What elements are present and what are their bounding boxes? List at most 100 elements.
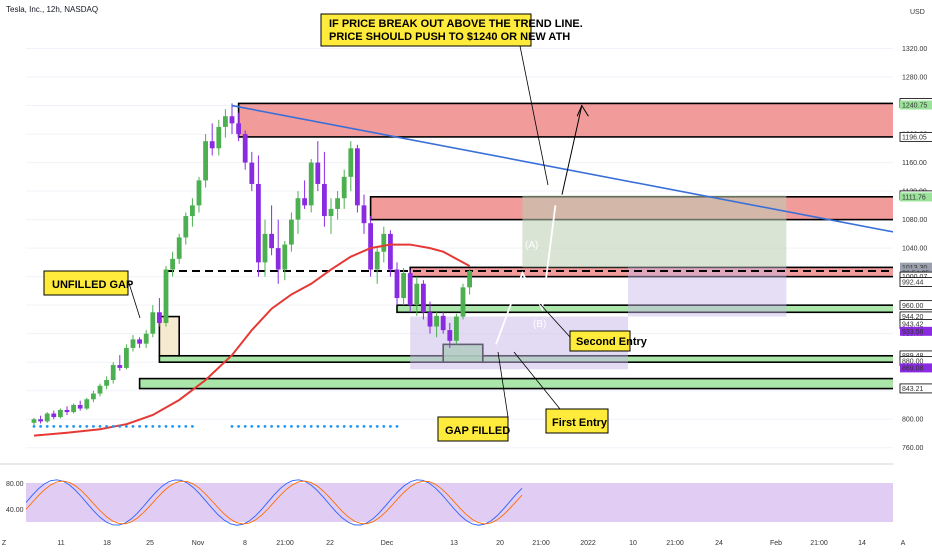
- candle-body: [269, 233, 274, 249]
- gap-filled-box: [437, 416, 509, 442]
- candle-body: [308, 162, 314, 206]
- signal-dot: [382, 424, 386, 428]
- unfilled-gap-label: UNFILLED GAP: [52, 279, 133, 291]
- x-tick-label: 21:00: [810, 540, 828, 547]
- x-tick-label: Feb: [770, 540, 782, 547]
- signal-dot: [316, 424, 320, 428]
- x-tick-label: 21:00: [666, 540, 684, 547]
- x-tick-label: A: [901, 540, 906, 547]
- signal-dot: [237, 424, 241, 428]
- candle-body: [249, 162, 255, 184]
- y-tick-label: 1040.00: [902, 246, 927, 253]
- gap-zone: [158, 315, 180, 357]
- signal-dot: [375, 424, 379, 428]
- candle-body: [196, 180, 202, 206]
- signal-dot: [105, 424, 108, 428]
- candle-body: [407, 273, 413, 306]
- x-tick-label: Z: [2, 540, 7, 547]
- x-tick-label: 14: [858, 540, 866, 547]
- signal-dot: [131, 424, 135, 428]
- currency-label: USD: [910, 9, 925, 16]
- candle-body: [104, 380, 109, 386]
- candle-body: [394, 269, 400, 299]
- signal-dot: [389, 424, 392, 428]
- candle-body: [143, 333, 149, 344]
- price-tag-value: 933.58: [902, 329, 924, 336]
- x-tick-label: 11: [57, 540, 64, 547]
- signal-dot: [296, 424, 300, 428]
- unfilled-gap-callout: UNFILLED GAP: [43, 270, 133, 296]
- candle-body: [295, 198, 301, 220]
- candle-body: [236, 123, 241, 135]
- price-tag-box: [900, 192, 932, 202]
- signal-dot: [283, 424, 287, 428]
- candle-body: [374, 251, 380, 270]
- wave-a-label: (A): [525, 240, 538, 251]
- signal-dot: [111, 424, 115, 428]
- candle-body: [328, 208, 334, 217]
- overlays: [166, 195, 893, 370]
- signal-dot: [177, 424, 181, 428]
- x-tick-label: Dec: [381, 540, 394, 547]
- second-entry-label: Second Entry: [576, 336, 648, 348]
- candle-body: [467, 270, 472, 288]
- second-entry-pointer: [539, 303, 571, 338]
- signal-dot: [98, 424, 102, 428]
- candle-body: [170, 258, 175, 270]
- grid: [26, 48, 893, 449]
- signal-dot: [171, 424, 175, 428]
- y-tick-label: 1080.00: [902, 217, 927, 224]
- candle-body: [361, 205, 367, 224]
- candle-body: [91, 393, 96, 400]
- price-tag-value: 880.00: [902, 359, 924, 366]
- breakout-callout: IF PRICE BREAK OUT ABOVE THE TREND LINE.…: [320, 13, 583, 47]
- candle-body: [110, 365, 116, 381]
- candle-body: [157, 312, 162, 323]
- candle-body: [460, 287, 466, 317]
- gap-filled-callout: GAP FILLED: [437, 416, 510, 442]
- chart-title: Tesla, Inc., 12h, NASDAQ: [6, 5, 98, 14]
- ma-line: [33, 243, 471, 437]
- stop-box-2: [628, 267, 787, 317]
- first-entry-label: First Entry: [552, 417, 608, 429]
- price-tag-value: 1013.30: [902, 265, 927, 272]
- candle-body: [335, 198, 340, 209]
- signal-dot: [78, 424, 82, 428]
- target-box: [522, 195, 787, 268]
- candle-body: [124, 347, 129, 368]
- x-tick-label: 20: [496, 540, 504, 547]
- candle-body: [368, 223, 373, 270]
- signal-dot: [85, 424, 89, 428]
- candle-body: [44, 413, 50, 422]
- y-tick-label: 1280.00: [902, 75, 927, 82]
- signal-dot: [191, 424, 194, 428]
- signal-dot: [309, 424, 313, 428]
- candle-body: [242, 134, 248, 163]
- signal-dot: [257, 424, 260, 428]
- signal-dot: [349, 424, 353, 428]
- candle-body: [51, 413, 57, 418]
- candle-body: [97, 385, 103, 394]
- candle-body: [282, 244, 288, 270]
- price-tag-box: [900, 363, 932, 373]
- candle-body: [216, 126, 222, 149]
- candle-body: [315, 162, 321, 184]
- trend: [231, 104, 932, 345]
- price-tag-box: [900, 262, 932, 272]
- unfilled-gap-box: [43, 270, 129, 296]
- candle-body: [209, 141, 215, 149]
- x-tick-label: 13: [450, 540, 458, 547]
- candles: [31, 103, 472, 427]
- candle-body: [58, 409, 63, 418]
- x-tick-label: Nov: [192, 540, 205, 547]
- signal-dot: [52, 424, 56, 428]
- signal-dot: [263, 424, 267, 428]
- signal-dot: [144, 424, 148, 428]
- candle-body: [447, 330, 453, 341]
- candle-body: [183, 216, 189, 238]
- signal-dot: [362, 424, 366, 428]
- signal-dots: [32, 424, 399, 428]
